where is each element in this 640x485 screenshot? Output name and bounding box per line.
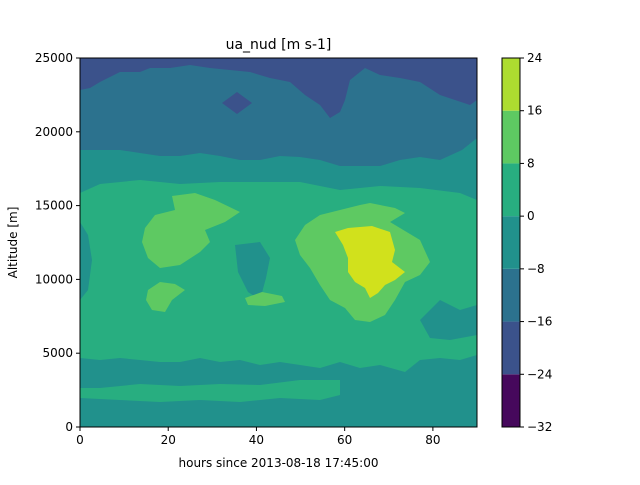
- contour-band-minus24-to-minus16: [80, 58, 477, 118]
- x-tick-label: 40: [249, 433, 264, 447]
- colorbar-tick-label: −32: [527, 420, 552, 434]
- y-tick-label: 5000: [42, 346, 73, 360]
- contour-band-16-to-24: [335, 226, 405, 298]
- y-tick-label: 20000: [35, 125, 73, 139]
- contour-band-minus24-to-minus16-islet: [222, 92, 252, 114]
- contour-band-8-to-16-small: [146, 282, 185, 312]
- y-axis-label: Altitude [m]: [6, 207, 20, 279]
- colorbar-tick-label: 16: [527, 104, 542, 118]
- x-tick-label: 0: [76, 433, 84, 447]
- x-axis: 0 20 40 60 80: [76, 427, 441, 447]
- y-tick-label: 25000: [35, 51, 73, 65]
- colorbar-swatch: [502, 163, 520, 217]
- x-tick-label: 80: [425, 433, 440, 447]
- contour-band-minus8-to-0-patch-right: [420, 300, 477, 340]
- x-tick-label: 60: [337, 433, 352, 447]
- y-tick-label: 15000: [35, 199, 73, 213]
- colorbar: −32 −24 −16 −8 0 8 16 24: [501, 51, 552, 434]
- colorbar-swatch: [502, 110, 520, 164]
- colorbar-swatch: [502, 374, 520, 427]
- colorbar-swatch: [502, 58, 520, 111]
- plot-frame: [79, 57, 478, 428]
- colorbar-tick-label: −16: [527, 315, 552, 329]
- contour-band-minus8-to-0-patch-left: [80, 222, 92, 300]
- contour-band-8-to-16-left: [142, 193, 240, 268]
- y-tick-label: 10000: [35, 272, 73, 286]
- colorbar-swatch: [502, 216, 520, 269]
- y-tick-label: 0: [65, 420, 73, 434]
- contour-band-minus8-to-0-patch-middle: [235, 242, 270, 300]
- colorbar-tick-label: −8: [527, 262, 545, 276]
- colorbar-tick-label: 0: [527, 209, 535, 223]
- plot-area: [80, 58, 477, 427]
- contour-band-minus16-to-minus8: [80, 58, 477, 166]
- y-axis: 0 5000 10000 15000 20000 25000: [35, 51, 80, 434]
- contour-band-8-to-16-dot: [245, 292, 285, 306]
- colorbar-swatch: [502, 268, 520, 322]
- colorbar-frame: [501, 57, 521, 428]
- colorbar-tick-label: 24: [527, 51, 542, 65]
- x-axis-label: hours since 2013-08-18 17:45:00: [179, 456, 379, 470]
- colorbar-tick-label: 8: [527, 156, 535, 170]
- chart-title: ua_nud [m s-1]: [226, 37, 332, 53]
- colorbar-swatch: [502, 321, 520, 375]
- x-tick-label: 20: [161, 433, 176, 447]
- colorbar-tick-label: −24: [527, 367, 552, 381]
